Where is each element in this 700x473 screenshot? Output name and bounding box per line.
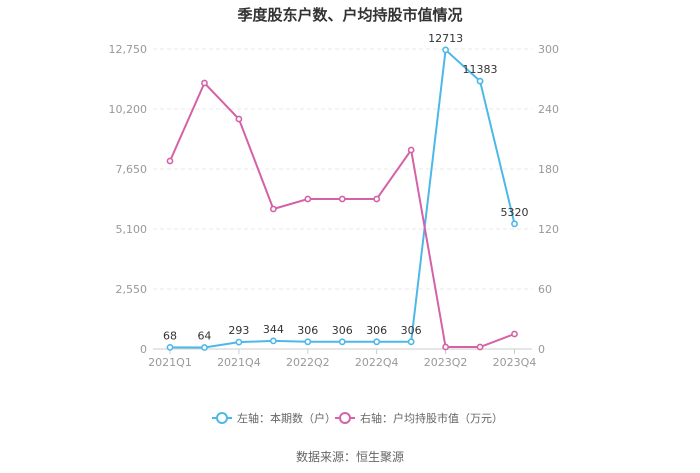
legend-label-left: 左轴：本期数（户）: [237, 411, 336, 425]
right-tick-label: 300: [538, 43, 559, 56]
data-label: 68: [163, 329, 177, 342]
series-line-right: [169, 81, 515, 348]
right-tick-label: 240: [538, 103, 559, 116]
data-label: 11383: [463, 63, 498, 76]
data-point-right[interactable]: [338, 195, 346, 203]
data-point-left[interactable]: [235, 338, 243, 346]
legend-item-right[interactable]: 右轴：户均持股市值（万元）: [335, 411, 503, 425]
data-point-right[interactable]: [166, 157, 174, 165]
data-point-left[interactable]: [166, 343, 174, 351]
x-tick-label: 2022Q2: [286, 356, 330, 369]
right-tick-label: 0: [538, 343, 545, 356]
data-point-left[interactable]: [407, 338, 415, 346]
data-point-right[interactable]: [476, 343, 484, 351]
data-point-left[interactable]: [304, 338, 312, 346]
right-axis: 0 60 120 180 240 300: [538, 43, 559, 356]
right-tick-label: 120: [538, 223, 559, 236]
left-axis: 0 2,550 5,100 7,650 10,200 12,750: [109, 43, 148, 356]
data-label: 12713: [428, 32, 463, 45]
data-point-right[interactable]: [442, 343, 449, 351]
data-point-right[interactable]: [407, 146, 415, 154]
x-axis: 2021Q1 2021Q4 2022Q2 2022Q4 2023Q2 2023Q4: [148, 349, 536, 369]
left-tick-label: 0: [140, 343, 147, 356]
left-tick-label: 5,100: [116, 223, 148, 236]
data-point-left[interactable]: [511, 220, 518, 228]
data-point-left[interactable]: [201, 344, 208, 351]
data-point-right[interactable]: [269, 205, 277, 213]
chart-title: 季度股东户数、户均持股市值情况: [237, 6, 462, 24]
legend-marker-left: [216, 412, 228, 424]
data-label: 306: [332, 324, 353, 337]
data-labels: 68 64 293 344 306 306 306 306 12713 11383 5320: [163, 32, 529, 343]
data-point-right[interactable]: [201, 79, 208, 87]
data-point-left[interactable]: [442, 46, 449, 54]
data-label: 5320: [501, 206, 529, 219]
data-point-left[interactable]: [269, 337, 277, 345]
legend-label-right: 右轴：户均持股市值（万元）: [360, 411, 503, 425]
left-tick-label: 2,550: [116, 283, 148, 296]
data-label: 293: [228, 324, 249, 337]
data-point-right[interactable]: [235, 115, 243, 123]
data-label: 64: [197, 329, 211, 342]
x-tick-label: 2022Q4: [355, 356, 399, 369]
series: [166, 46, 518, 351]
legend: 左轴：本期数（户） 右轴：户均持股市值（万元）: [212, 411, 503, 425]
grid: [153, 48, 532, 350]
data-point-right[interactable]: [373, 195, 381, 203]
left-tick-label: 12,750: [109, 43, 148, 56]
data-label: 306: [401, 324, 422, 337]
data-point-left[interactable]: [476, 77, 484, 85]
legend-item-left[interactable]: 左轴：本期数（户）: [212, 411, 336, 425]
data-label: 306: [297, 324, 318, 337]
x-tick-label: 2023Q2: [424, 356, 468, 369]
data-label: 306: [366, 324, 387, 337]
data-label: 344: [263, 323, 284, 336]
data-point-left[interactable]: [338, 338, 346, 346]
data-point-left[interactable]: [373, 338, 381, 346]
x-tick-label: 2023Q4: [493, 356, 537, 369]
right-tick-label: 180: [538, 163, 559, 176]
data-point-right[interactable]: [511, 330, 518, 338]
right-tick-label: 60: [538, 283, 552, 296]
x-tick-label: 2021Q1: [148, 356, 192, 369]
data-point-right[interactable]: [304, 195, 312, 203]
source-text: 数据来源：恒生聚源: [296, 449, 404, 464]
x-tick-label: 2021Q4: [217, 356, 261, 369]
left-tick-label: 10,200: [109, 103, 148, 116]
left-tick-label: 7,650: [116, 163, 148, 176]
legend-marker-right: [339, 412, 351, 424]
